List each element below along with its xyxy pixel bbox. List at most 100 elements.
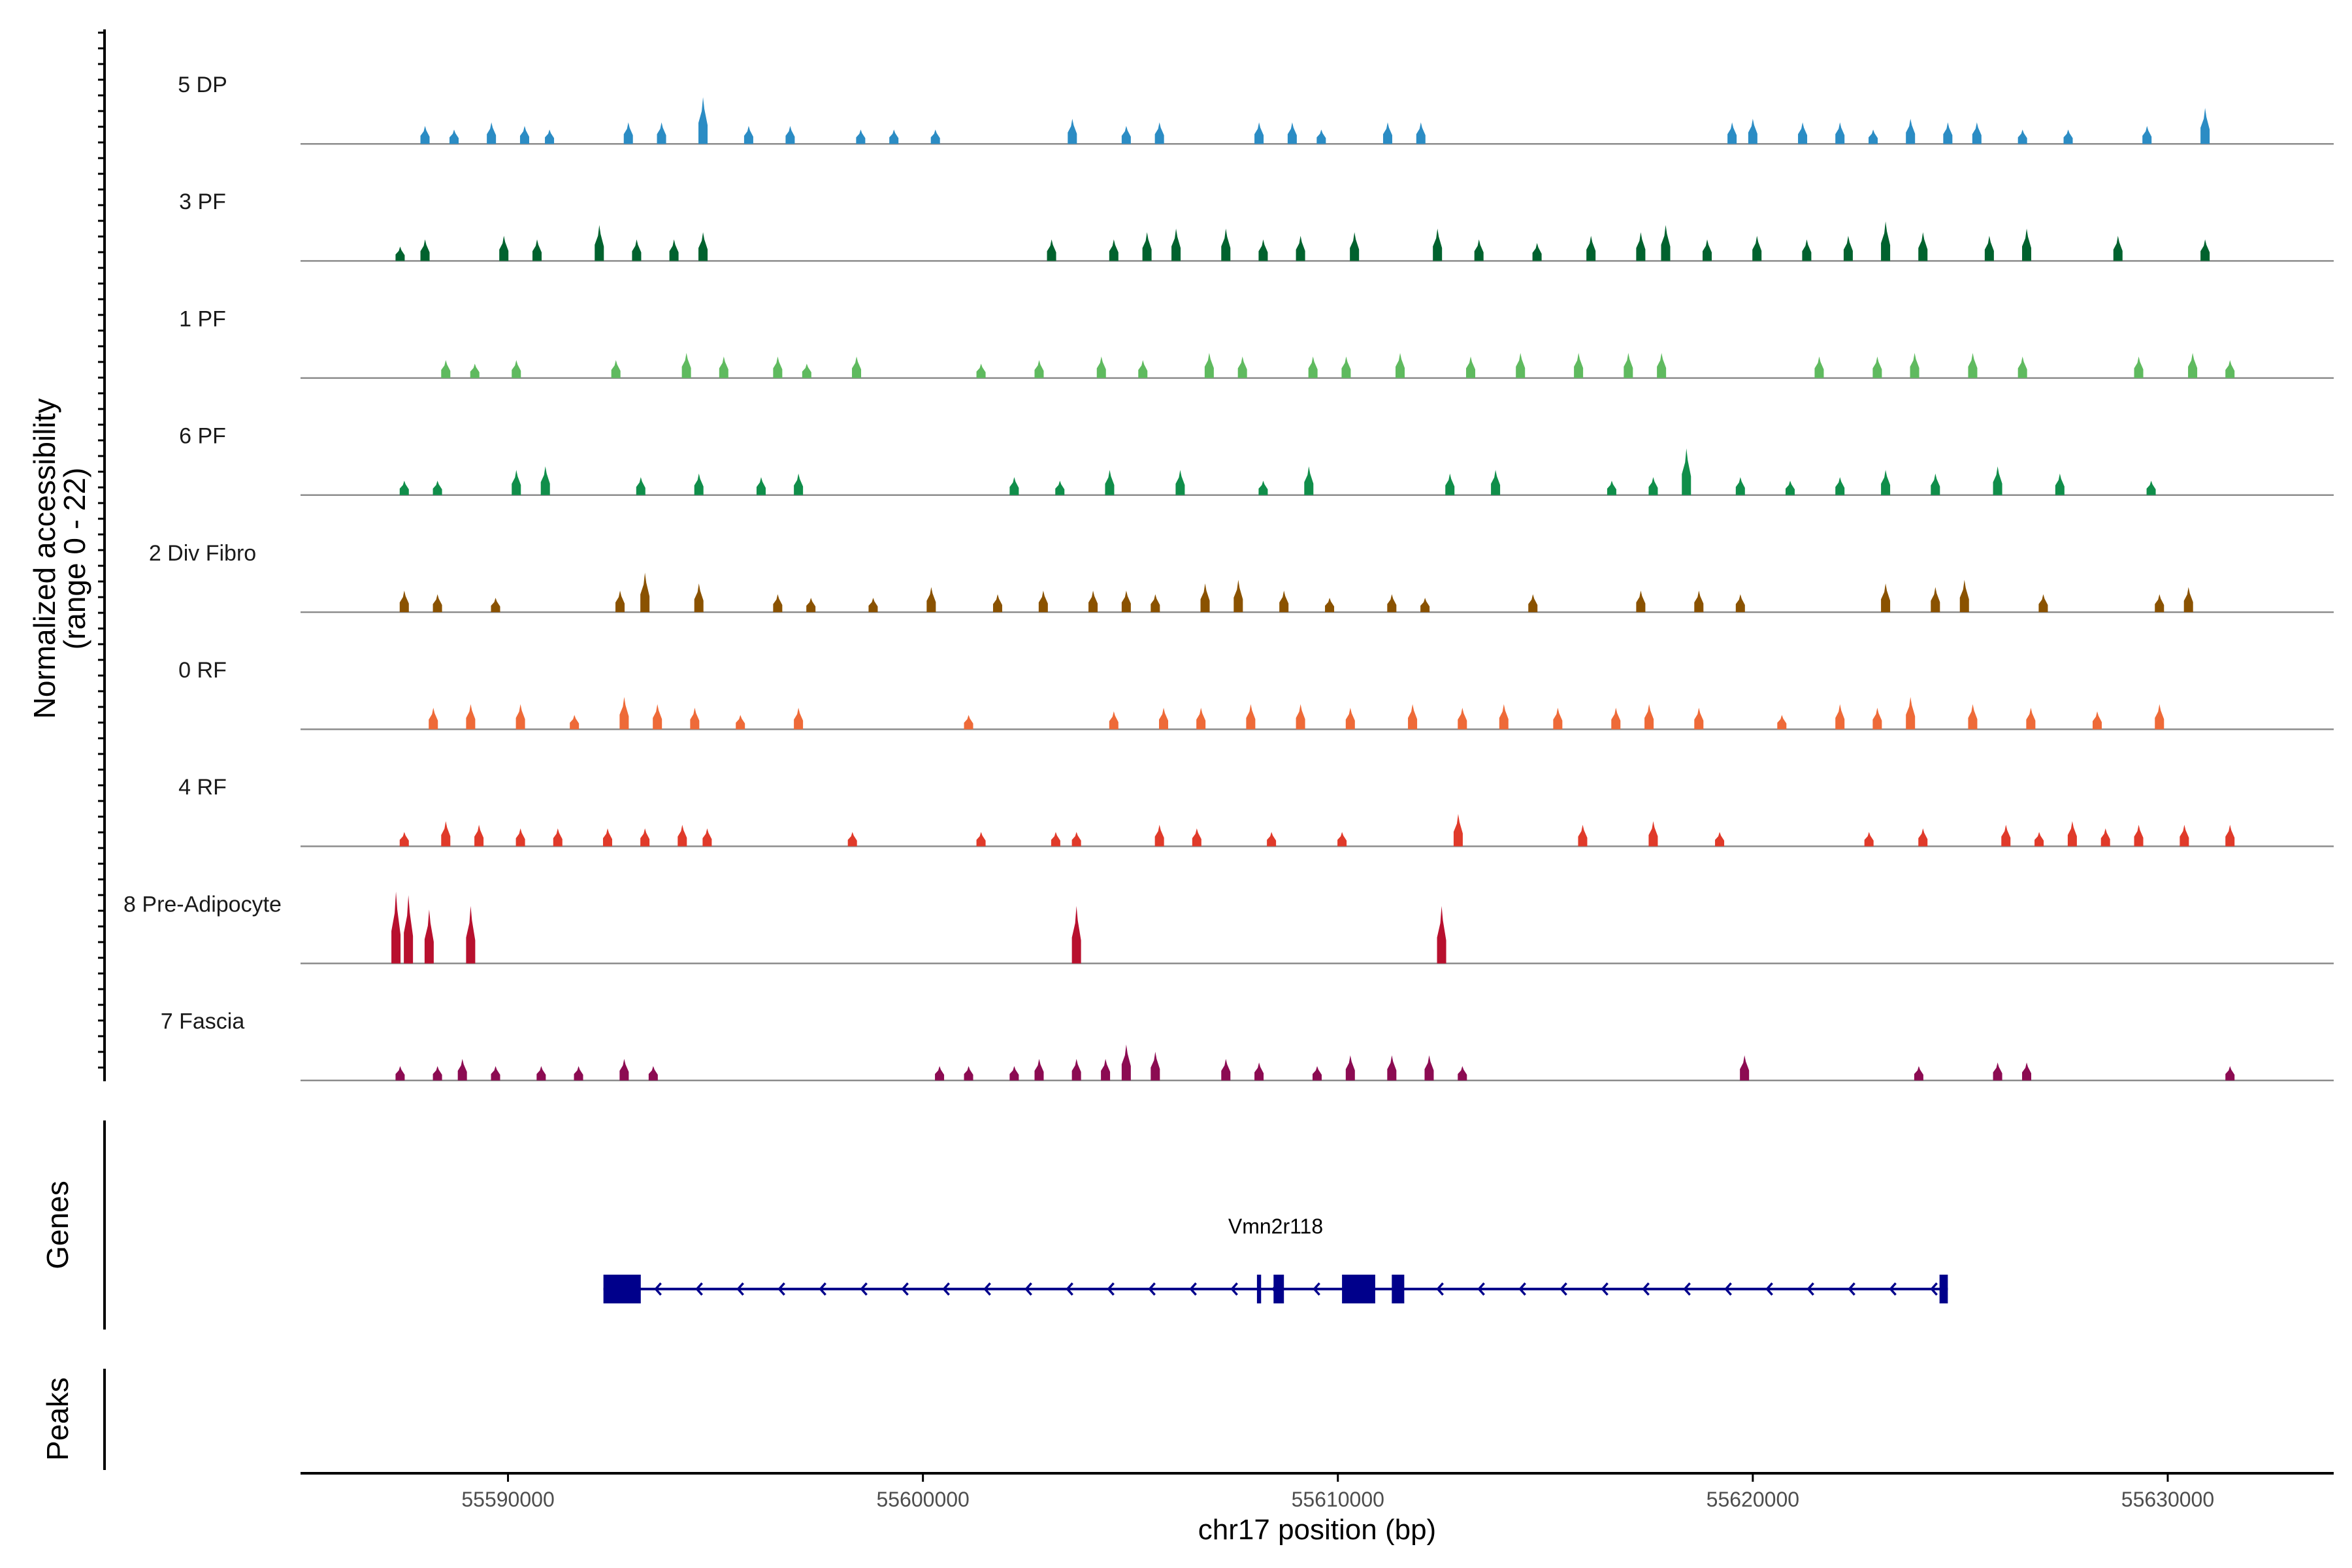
coverage-peak (553, 828, 563, 847)
coverage-peak (852, 356, 862, 378)
coverage-peak (1233, 580, 1243, 612)
x-axis-ticks: 55590000 55600000 55610000 55620000 55630000 (461, 1473, 2214, 1511)
coverage-peak (1993, 466, 2002, 495)
coverage-peak (1154, 825, 1164, 847)
coverage-peak (491, 598, 500, 612)
coverage-peak (2225, 825, 2235, 847)
coverage-peak (1416, 122, 1426, 144)
coverage-peak (1881, 583, 1891, 612)
coverage-peak (2022, 228, 2032, 261)
coverage-peak (1931, 587, 1940, 612)
coverage-peak (391, 891, 401, 964)
coverage-peak (433, 594, 442, 612)
coverage-peak (1715, 832, 1725, 847)
track-label: 5 DP (178, 73, 227, 97)
coverage-peak (773, 594, 783, 612)
coverage-peak (1396, 353, 1405, 378)
coverage-peak (648, 1066, 658, 1081)
coverage-peak (632, 239, 642, 261)
coverage-peak (806, 598, 816, 612)
coverage-peak (441, 360, 451, 378)
strand-arrow (1107, 1282, 1115, 1296)
coverage-peak (1918, 828, 1928, 847)
coverage-peak (623, 122, 633, 144)
coverage-peak (1068, 118, 1077, 144)
strand-arrow (1024, 1282, 1032, 1296)
coverage-peak (2155, 704, 2164, 730)
peaks-track-label: Peaks (41, 1377, 74, 1461)
coverage-peak (2092, 711, 2102, 730)
coverage-peak (2026, 708, 2036, 730)
coverage-peak (1578, 825, 1588, 847)
coverage-peak (395, 1066, 405, 1081)
coverage-peak (1437, 906, 1446, 964)
strand-arrow (1436, 1282, 1444, 1296)
coverage-peak (1313, 1066, 1322, 1081)
coverage-peak (602, 828, 612, 847)
coverage-peak (532, 239, 542, 261)
coverage-peak (1532, 242, 1542, 261)
coverage-peak (1325, 598, 1335, 612)
coverage-peak (2188, 353, 2198, 378)
coverage-peak (1702, 239, 1712, 261)
coverage-peak (1382, 122, 1392, 144)
coverage-peak (1088, 591, 1098, 612)
coverage-peak (1735, 477, 1745, 495)
coverage-peak (536, 1066, 546, 1081)
coverage-peak (1071, 832, 1081, 847)
coverage-peak (785, 125, 795, 144)
coverage-peak (1881, 470, 1891, 495)
coverage-peak (1296, 704, 1305, 730)
coverage-peak (1204, 353, 1214, 378)
coverage-peak (653, 704, 662, 730)
coverage-peak (1350, 232, 1360, 261)
coverage-peak (698, 97, 708, 144)
coverage-peak (1694, 591, 1704, 612)
coverage-peak (2067, 821, 2077, 847)
coverage-peak (1192, 828, 1201, 847)
coverage-peak (2225, 1066, 2235, 1081)
coverage-peak (1748, 118, 1757, 144)
coverage-peak (466, 704, 476, 730)
coverage-peak (1221, 228, 1231, 261)
coverage-peak (1694, 708, 1704, 730)
coverage-peak (1071, 1058, 1081, 1081)
coverage-peak (2134, 356, 2144, 378)
track-0-rf: 0 RF (178, 658, 2334, 730)
coverage-peak (1200, 583, 1210, 612)
strand-arrow (1477, 1282, 1485, 1296)
coverage-peak (1802, 239, 1812, 261)
strand-arrow (695, 1282, 703, 1296)
coverage-peak (619, 696, 629, 730)
coverage-peak (1121, 125, 1131, 144)
track-label: 2 Div Fibro (149, 541, 256, 566)
coverage-peak (1814, 356, 1824, 378)
coverage-peak (1931, 473, 1940, 495)
coverage-peak (1433, 228, 1443, 261)
coverage-peak (1341, 356, 1351, 378)
coverage-peak (856, 129, 866, 144)
coverage-peak (1516, 353, 1526, 378)
strand-arrow (1313, 1282, 1320, 1296)
coverage-peak (976, 363, 986, 378)
exon-block (1939, 1275, 1948, 1303)
coverage-peak (399, 591, 409, 612)
coverage-peak (512, 470, 521, 495)
track-5-dp: 5 DP (178, 73, 2334, 145)
coverage-peak (611, 360, 621, 378)
coverage-peak (2200, 108, 2210, 144)
strand-arrow (983, 1282, 991, 1296)
coverage-peak (1246, 704, 1256, 730)
coverage-peak (2063, 129, 2073, 144)
coverage-peak (1648, 477, 1658, 495)
track-label: 7 Fascia (161, 1009, 245, 1034)
coverage-peak (868, 598, 878, 612)
coverage-peak (1055, 480, 1065, 495)
coverage-peak (619, 1058, 629, 1081)
coverage-peak (794, 708, 804, 730)
coverage-peak (1408, 704, 1418, 730)
coverage-peak (657, 122, 666, 144)
coverage-peak (1881, 221, 1891, 261)
coverage-peak (1644, 704, 1654, 730)
